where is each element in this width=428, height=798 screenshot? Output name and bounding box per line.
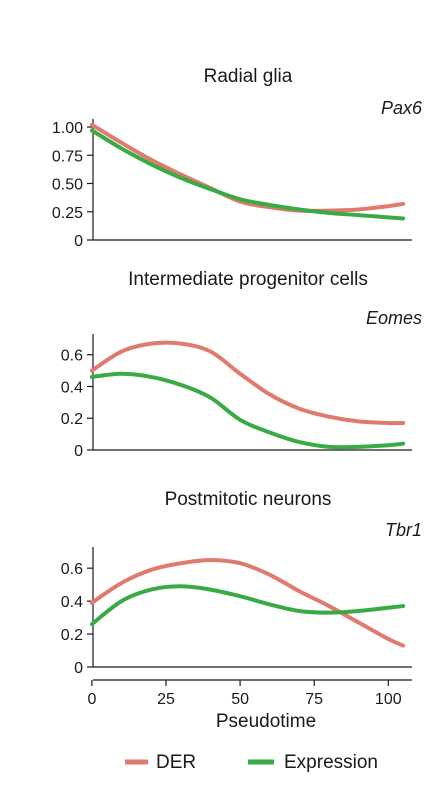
series-line-der: [89, 122, 406, 213]
y-tick-label: 0: [74, 233, 83, 250]
series-line-der: [89, 557, 406, 648]
legend-label-expression: Expression: [284, 752, 378, 773]
panel-title: Intermediate progenitor cells: [128, 269, 368, 290]
gene-label: Tbr1: [385, 520, 422, 540]
x-tick-label: 100: [375, 691, 402, 708]
y-tick-label: 0.4: [61, 379, 83, 396]
y-tick-label: 0.50: [52, 177, 83, 194]
panel-2: Intermediate progenitor cells Eomes 0.6 0.4…: [61, 269, 422, 460]
panel-1: Radial glia Pax6 1.00 0.75 0.50 0.25 0: [52, 66, 423, 250]
panel-title: Radial glia: [204, 66, 293, 87]
y-tick-label: 0: [74, 443, 83, 460]
x-tick-label: 50: [231, 691, 249, 708]
y-tick-label: 0.6: [61, 348, 83, 365]
y-tick-label: 0.6: [61, 561, 83, 578]
y-tick-label: 1.00: [52, 120, 83, 137]
panel-title: Postmitotic neurons: [165, 489, 332, 510]
legend-label-der: DER: [156, 752, 196, 773]
y-tick-label: 0.2: [61, 411, 83, 428]
gene-label: Eomes: [366, 308, 422, 328]
y-tick-label: 0.2: [61, 627, 83, 644]
panel-3: Postmitotic neurons Tbr1 0.6 0.4 0.2 00 25 50 75…: [61, 489, 422, 732]
series-line-expression: [89, 371, 406, 450]
x-axis-label: Pseudotime: [216, 711, 316, 732]
y-tick-label: 0.25: [52, 205, 83, 222]
y-tick-label: 0: [74, 660, 83, 677]
series-line-der: [89, 340, 406, 426]
series-line-expression: [89, 128, 406, 221]
x-tick-label: 25: [157, 691, 175, 708]
series-line-expression: [89, 584, 406, 627]
x-tick-label: 0: [87, 691, 96, 708]
x-tick-label: 75: [305, 691, 323, 708]
y-tick-label: 0.4: [61, 594, 83, 611]
gene-label: Pax6: [381, 98, 423, 118]
legend: DER Expression: [125, 752, 378, 773]
y-tick-label: 0.75: [52, 148, 83, 165]
